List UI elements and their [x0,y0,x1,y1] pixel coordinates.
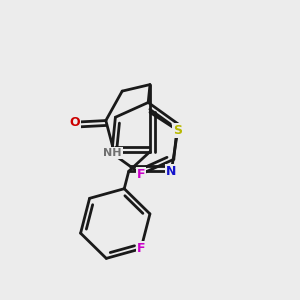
Text: O: O [69,116,80,129]
Text: F: F [137,242,145,255]
Text: NH: NH [103,148,122,158]
Text: F: F [137,168,145,181]
Text: S: S [173,124,182,137]
Text: N: N [166,165,176,178]
